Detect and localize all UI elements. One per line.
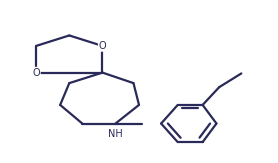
Text: O: O: [99, 41, 106, 51]
Text: NH: NH: [108, 129, 123, 139]
Text: O: O: [32, 68, 40, 78]
